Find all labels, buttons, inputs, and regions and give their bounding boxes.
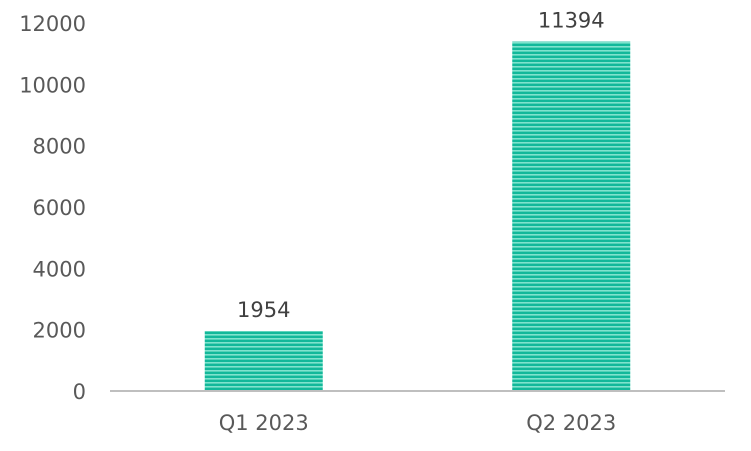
- bar-q2-2023: [512, 41, 631, 392]
- y-tick-label: 8000: [33, 135, 86, 159]
- x-axis-category-labels: Q1 2023 Q2 2023: [219, 411, 617, 435]
- x-category-label: Q2 2023: [526, 411, 616, 435]
- bar-data-label: 1954: [237, 298, 290, 322]
- y-tick-label: 10000: [19, 73, 86, 97]
- y-tick-label: 6000: [33, 196, 86, 220]
- y-tick-label: 4000: [33, 257, 86, 281]
- y-axis-tick-labels: 0 2000 4000 6000 8000 10000 12000: [19, 12, 86, 404]
- data-labels: 1954 11394: [237, 9, 605, 322]
- bars: [204, 41, 631, 392]
- bar-data-label: 11394: [538, 9, 605, 33]
- x-category-label: Q1 2023: [219, 411, 309, 435]
- bar-q1-2023: [204, 331, 323, 391]
- y-tick-label: 12000: [19, 12, 86, 36]
- y-tick-label: 0: [73, 380, 86, 404]
- y-tick-label: 2000: [33, 319, 86, 343]
